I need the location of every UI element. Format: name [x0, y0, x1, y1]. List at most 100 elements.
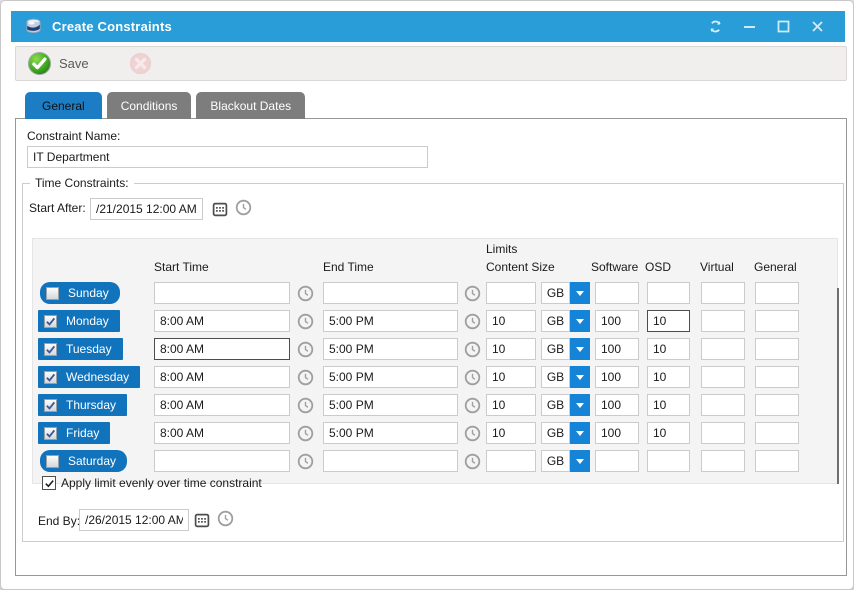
- virtual-input[interactable]: [701, 338, 745, 360]
- end-time-clock-icon[interactable]: [464, 425, 481, 442]
- vertical-scrollbar-thumb[interactable]: [837, 288, 839, 484]
- end-by-clock-icon[interactable]: [217, 510, 234, 527]
- start-time-input[interactable]: [154, 394, 290, 416]
- tab-blackout-dates[interactable]: Blackout Dates: [196, 92, 306, 119]
- unit-select-value[interactable]: GB: [541, 310, 570, 332]
- unit-select-value[interactable]: GB: [541, 422, 570, 444]
- general-input[interactable]: [755, 282, 799, 304]
- unit-select-arrow-icon[interactable]: [570, 310, 590, 332]
- day-toggle-button[interactable]: Wednesday: [38, 366, 141, 388]
- day-toggle-button[interactable]: Thursday: [38, 394, 128, 416]
- end-time-input[interactable]: [323, 394, 458, 416]
- end-time-input[interactable]: [323, 422, 458, 444]
- start-time-input[interactable]: [154, 310, 290, 332]
- day-toggle-button[interactable]: Saturday: [40, 450, 128, 472]
- content-size-input[interactable]: [486, 282, 536, 304]
- end-time-clock-icon[interactable]: [464, 397, 481, 414]
- unit-select-arrow-icon[interactable]: [570, 338, 590, 360]
- unit-select-arrow-icon[interactable]: [570, 422, 590, 444]
- end-time-clock-icon[interactable]: [464, 313, 481, 330]
- osd-input[interactable]: [647, 450, 690, 472]
- refresh-icon[interactable]: [708, 19, 723, 34]
- end-time-input[interactable]: [323, 366, 458, 388]
- content-size-input[interactable]: [486, 338, 536, 360]
- save-button[interactable]: Save: [27, 51, 89, 76]
- virtual-input[interactable]: [701, 366, 745, 388]
- content-size-input[interactable]: [486, 394, 536, 416]
- software-input[interactable]: [595, 422, 639, 444]
- start-time-clock-icon[interactable]: [297, 397, 314, 414]
- start-after-clock-icon[interactable]: [235, 199, 252, 216]
- start-time-clock-icon[interactable]: [297, 453, 314, 470]
- end-time-input[interactable]: [323, 282, 458, 304]
- osd-input[interactable]: [647, 422, 690, 444]
- unit-select-arrow-icon[interactable]: [570, 394, 590, 416]
- virtual-input[interactable]: [701, 450, 745, 472]
- virtual-input[interactable]: [701, 310, 745, 332]
- osd-input[interactable]: [647, 310, 690, 332]
- start-time-clock-icon[interactable]: [297, 425, 314, 442]
- unit-select-value[interactable]: GB: [541, 394, 570, 416]
- day-toggle-button[interactable]: Friday: [38, 422, 111, 444]
- start-time-input[interactable]: [154, 422, 290, 444]
- end-time-clock-icon[interactable]: [464, 453, 481, 470]
- start-time-input[interactable]: [154, 366, 290, 388]
- unit-select-value[interactable]: GB: [541, 282, 570, 304]
- content-size-input[interactable]: [486, 310, 536, 332]
- start-time-clock-icon[interactable]: [297, 285, 314, 302]
- end-time-clock-icon[interactable]: [464, 285, 481, 302]
- virtual-input[interactable]: [701, 394, 745, 416]
- start-after-calendar-icon[interactable]: [211, 200, 228, 217]
- unit-select-value[interactable]: GB: [541, 450, 570, 472]
- unit-select-value[interactable]: GB: [541, 366, 570, 388]
- virtual-input[interactable]: [701, 282, 745, 304]
- unit-select-arrow-icon[interactable]: [570, 366, 590, 388]
- start-after-input[interactable]: [90, 198, 203, 220]
- software-input[interactable]: [595, 450, 639, 472]
- end-time-input[interactable]: [323, 450, 458, 472]
- general-input[interactable]: [755, 310, 799, 332]
- minimize-icon[interactable]: [742, 19, 757, 34]
- general-input[interactable]: [755, 338, 799, 360]
- start-time-input[interactable]: [154, 338, 290, 360]
- end-time-clock-icon[interactable]: [464, 341, 481, 358]
- start-time-input[interactable]: [154, 282, 290, 304]
- start-time-input[interactable]: [154, 450, 290, 472]
- osd-input[interactable]: [647, 394, 690, 416]
- tab-general[interactable]: General: [25, 92, 102, 119]
- virtual-input[interactable]: [701, 422, 745, 444]
- osd-input[interactable]: [647, 338, 690, 360]
- day-toggle-button[interactable]: Monday: [38, 310, 120, 332]
- close-icon[interactable]: [810, 19, 825, 34]
- unit-select-arrow-icon[interactable]: [570, 450, 590, 472]
- start-time-clock-icon[interactable]: [297, 341, 314, 358]
- start-time-clock-icon[interactable]: [297, 313, 314, 330]
- content-size-input[interactable]: [486, 366, 536, 388]
- tab-conditions[interactable]: Conditions: [106, 92, 192, 119]
- maximize-icon[interactable]: [776, 19, 791, 34]
- general-input[interactable]: [755, 394, 799, 416]
- day-toggle-button[interactable]: Sunday: [40, 282, 120, 304]
- general-input[interactable]: [755, 450, 799, 472]
- software-input[interactable]: [595, 282, 639, 304]
- osd-input[interactable]: [647, 282, 690, 304]
- constraint-name-input[interactable]: [27, 146, 428, 168]
- content-size-input[interactable]: [486, 422, 536, 444]
- end-time-input[interactable]: [323, 310, 458, 332]
- apply-limit-checkbox[interactable]: [42, 476, 56, 490]
- general-input[interactable]: [755, 422, 799, 444]
- end-by-input[interactable]: [79, 509, 189, 531]
- unit-select-arrow-icon[interactable]: [570, 282, 590, 304]
- end-time-clock-icon[interactable]: [464, 369, 481, 386]
- software-input[interactable]: [595, 310, 639, 332]
- content-size-input[interactable]: [486, 450, 536, 472]
- osd-input[interactable]: [647, 366, 690, 388]
- unit-select-value[interactable]: GB: [541, 338, 570, 360]
- software-input[interactable]: [595, 338, 639, 360]
- software-input[interactable]: [595, 366, 639, 388]
- end-time-input[interactable]: [323, 338, 458, 360]
- end-by-calendar-icon[interactable]: [193, 511, 210, 528]
- general-input[interactable]: [755, 366, 799, 388]
- start-time-clock-icon[interactable]: [297, 369, 314, 386]
- software-input[interactable]: [595, 394, 639, 416]
